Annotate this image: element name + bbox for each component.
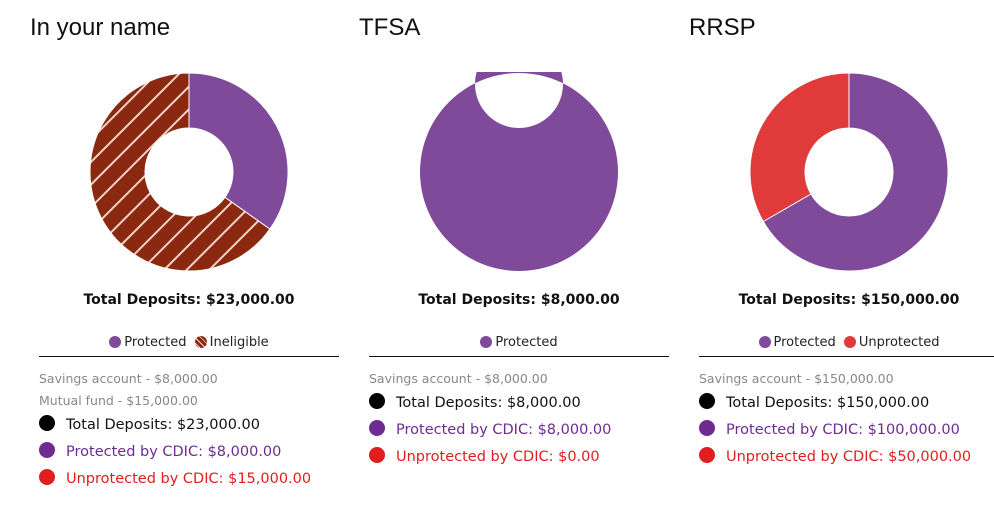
summary-unprotected-text: Unprotected by CDIC: $0.00 xyxy=(396,449,600,465)
donut-slice-ineligible[interactable] xyxy=(89,72,271,272)
chart-total: Total Deposits: $23,000.00 xyxy=(83,292,295,308)
bullet-icon xyxy=(39,469,55,485)
details: Savings account - $150,000.00 Total Depo… xyxy=(699,371,994,474)
bullet-icon xyxy=(699,420,715,436)
chart-total: Total Deposits: $8,000.00 xyxy=(418,292,620,308)
account-line: Mutual fund - $15,000.00 xyxy=(39,393,198,408)
summary-protected-text: Protected by CDIC: $100,000.00 xyxy=(726,422,960,438)
legend-item-unprotected[interactable]: Unprotected xyxy=(843,335,940,350)
bullet-icon xyxy=(699,447,715,463)
account-line: Savings account - $8,000.00 xyxy=(39,371,218,386)
legend-label: Protected xyxy=(124,335,187,350)
summary-total: Total Deposits: $8,000.00 xyxy=(369,393,679,420)
chart-legend: Protected Ineligible xyxy=(39,335,339,350)
summary-total-text: Total Deposits: $8,000.00 xyxy=(396,395,581,411)
legend-label: Protected xyxy=(773,335,836,350)
chart-legend: Protected Unprotected xyxy=(699,335,994,350)
divider xyxy=(699,356,994,357)
panel-1: TFSA Total Deposits: $8,000.00 Protected… xyxy=(359,0,669,508)
chart-legend: Protected xyxy=(369,335,669,350)
summary-total-text: Total Deposits: $150,000.00 xyxy=(726,395,930,411)
legend-label: Protected xyxy=(495,335,558,350)
bullet-icon xyxy=(369,447,385,463)
legend-item-protected[interactable]: Protected xyxy=(758,335,836,350)
legend-item-protected[interactable]: Protected xyxy=(109,335,187,350)
legend-label: Unprotected xyxy=(858,335,940,350)
panel-2: RRSP Total Deposits: $150,000.00 Protect… xyxy=(689,0,994,508)
legend-swatch-ineligible xyxy=(194,336,207,348)
summary-unprotected-text: Unprotected by CDIC: $15,000.00 xyxy=(66,471,312,487)
legend-item-ineligible[interactable]: Ineligible xyxy=(194,335,269,350)
panel-title: RRSP xyxy=(689,14,756,41)
panel-title: TFSA xyxy=(359,14,421,41)
details: Savings account - $8,000.00 Total Deposi… xyxy=(369,371,679,474)
donut-slice-unprotected[interactable] xyxy=(749,72,850,223)
account-line: Savings account - $8,000.00 xyxy=(369,371,548,386)
bullet-icon xyxy=(39,415,55,431)
summary-unprotected: Unprotected by CDIC: $15,000.00 xyxy=(39,469,349,496)
bullet-icon xyxy=(699,393,715,409)
summary-protected-text: Protected by CDIC: $8,000.00 xyxy=(66,444,282,460)
summary-protected: Protected by CDIC: $8,000.00 xyxy=(39,442,349,469)
summary-total: Total Deposits: $150,000.00 xyxy=(699,393,994,420)
legend-label: Ineligible xyxy=(209,335,269,350)
divider xyxy=(39,356,339,357)
summary-unprotected-text: Unprotected by CDIC: $50,000.00 xyxy=(726,449,972,465)
summary-protected: Protected by CDIC: $8,000.00 xyxy=(369,420,679,447)
donut-slice-protected[interactable] xyxy=(188,72,289,230)
bullet-icon xyxy=(369,420,385,436)
summary-total-text: Total Deposits: $23,000.00 xyxy=(66,417,260,433)
summary-unprotected: Unprotected by CDIC: $50,000.00 xyxy=(699,447,994,474)
legend-item-protected[interactable]: Protected xyxy=(480,335,558,350)
donut-slice-protected[interactable] xyxy=(419,72,618,271)
divider xyxy=(369,356,669,357)
donut-chart xyxy=(89,72,289,272)
donut-slice-protected[interactable] xyxy=(762,72,949,272)
legend-swatch-protected xyxy=(109,336,122,348)
legend-swatch-protected xyxy=(758,336,771,348)
donut-chart xyxy=(749,72,949,272)
summary-protected: Protected by CDIC: $100,000.00 xyxy=(699,420,994,447)
details: Savings account - $8,000.00 Mutual fund -… xyxy=(39,371,349,496)
summary-total: Total Deposits: $23,000.00 xyxy=(39,415,349,442)
donut-chart xyxy=(419,72,618,271)
panel-0: In your name Total Deposits: $23,000.00 … xyxy=(30,0,339,508)
account-line: Savings account - $150,000.00 xyxy=(699,371,894,386)
chart-total: Total Deposits: $150,000.00 xyxy=(738,292,960,308)
panel-title: In your name xyxy=(30,14,171,41)
summary-unprotected: Unprotected by CDIC: $0.00 xyxy=(369,447,679,474)
summary-protected-text: Protected by CDIC: $8,000.00 xyxy=(396,422,612,438)
legend-swatch-protected xyxy=(480,336,493,348)
legend-swatch-unprotected xyxy=(843,336,856,348)
bullet-icon xyxy=(369,393,385,409)
bullet-icon xyxy=(39,442,55,458)
